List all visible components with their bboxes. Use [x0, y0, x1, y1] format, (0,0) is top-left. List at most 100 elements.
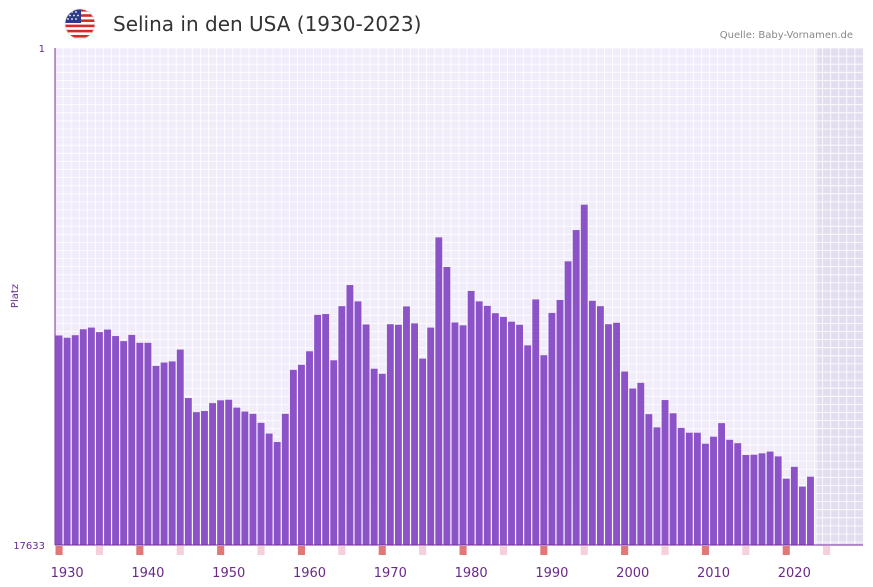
bar-1977	[443, 266, 451, 545]
year-marker-light-2024	[823, 546, 831, 555]
x-tick-label-1990: 1990	[535, 566, 568, 581]
year-marker-1979	[459, 546, 467, 555]
x-tick-labels: 1930 1940 1950 1960 1970 1980 1990 2000 2010 2020	[51, 566, 811, 581]
bar-1958	[289, 369, 297, 545]
bar-2000	[629, 388, 637, 545]
bar-1940	[144, 342, 152, 545]
bar-1980	[467, 290, 475, 545]
bar-1962	[322, 314, 330, 545]
y-axis-label: Platz	[10, 284, 21, 308]
year-marker-light-2014	[742, 546, 750, 555]
bar-1987	[524, 345, 532, 545]
bar-1943	[168, 361, 176, 545]
bar-1967	[362, 324, 370, 545]
bar-2005	[669, 413, 677, 545]
y-tick-label-bottom: 17633	[13, 541, 45, 552]
bar-1971	[394, 324, 402, 545]
bar-2007	[685, 432, 693, 545]
bar-1993	[572, 230, 580, 546]
bar-2003	[653, 427, 661, 545]
bar-1939	[136, 342, 144, 545]
bar-1988	[532, 299, 540, 545]
chart-header: Selina in den USA (1930-2023) Quelle: Ba…	[0, 0, 873, 48]
bar-1960	[306, 351, 313, 545]
bar-1965	[346, 285, 354, 545]
year-marker-light-1974	[419, 546, 427, 555]
bar-1972	[403, 306, 410, 545]
bar-2009	[702, 443, 709, 545]
source-label: Quelle: Baby-Vornamen.de	[719, 30, 853, 41]
bar-1970	[386, 324, 394, 545]
bar-1934	[96, 332, 103, 545]
bar-1973	[411, 323, 418, 545]
bar-1994	[580, 204, 588, 546]
bar-1938	[128, 334, 136, 545]
bar-2008	[693, 432, 701, 545]
bar-1930	[63, 337, 71, 545]
x-tick-label-1950: 1950	[212, 566, 245, 581]
year-marker-light-1954	[257, 546, 265, 555]
bar-1989	[540, 355, 548, 545]
chart-title: Selina in den USA (1930-2023)	[113, 12, 422, 36]
bar-2004	[661, 400, 669, 545]
x-tick-label-1960: 1960	[293, 566, 326, 581]
bar-1986	[516, 324, 524, 545]
year-marker-2009	[701, 546, 709, 555]
bar-1951	[233, 407, 241, 545]
bar-1959	[298, 364, 305, 545]
bar-1961	[314, 314, 322, 545]
year-marker-1999	[621, 546, 629, 555]
year-marker-light-1984	[499, 546, 507, 555]
bar-1975	[427, 327, 435, 545]
bar-1932	[79, 329, 87, 545]
bar-2001	[637, 382, 645, 545]
bar-2002	[645, 414, 653, 545]
bar-1978	[451, 322, 459, 545]
x-tick-label-1980: 1980	[455, 566, 488, 581]
bar-1944	[176, 349, 184, 545]
bar-2017	[766, 451, 774, 545]
bar-1937	[120, 341, 128, 545]
bar-2012	[726, 439, 734, 545]
bar-1968	[370, 368, 378, 545]
bar-2020	[790, 466, 798, 545]
bar-1956	[273, 442, 281, 545]
year-marker-light-2004	[661, 546, 669, 555]
bar-2016	[758, 453, 766, 545]
bar-2021	[798, 486, 806, 545]
bar-1946	[192, 412, 200, 545]
bar-2013	[734, 443, 742, 545]
bar-series	[55, 204, 814, 546]
bar-1957	[281, 413, 289, 545]
bar-1998	[613, 322, 620, 545]
bar-1963	[330, 360, 338, 545]
bar-1992	[564, 261, 572, 545]
year-marker-light-1994	[580, 546, 588, 555]
year-marker-1949	[217, 546, 225, 555]
bar-1955	[265, 433, 273, 545]
year-marker-1939	[136, 546, 144, 555]
bar-1942	[160, 362, 168, 545]
bar-1952	[241, 411, 249, 545]
bar-1991	[556, 299, 564, 545]
bar-1933	[87, 327, 95, 545]
x-tick-label-2020: 2020	[778, 566, 811, 581]
x-tick-label-1970: 1970	[374, 566, 407, 581]
bar-1997	[605, 324, 612, 545]
grid-lines	[54, 47, 863, 545]
year-marker-light-1964	[338, 546, 346, 555]
x-tick-label-1940: 1940	[131, 566, 164, 581]
bar-2018	[774, 456, 782, 545]
bar-1985	[508, 321, 515, 545]
bar-1929	[55, 335, 63, 545]
future-area	[817, 48, 863, 545]
bar-2019	[782, 478, 790, 545]
year-marker-1969	[378, 546, 386, 555]
bar-1981	[475, 301, 483, 545]
bar-1947	[201, 411, 208, 545]
y-tick-label-top: 1	[39, 44, 45, 55]
year-markers	[55, 546, 831, 555]
bar-1948	[209, 403, 216, 545]
x-tick-label-2000: 2000	[616, 566, 649, 581]
